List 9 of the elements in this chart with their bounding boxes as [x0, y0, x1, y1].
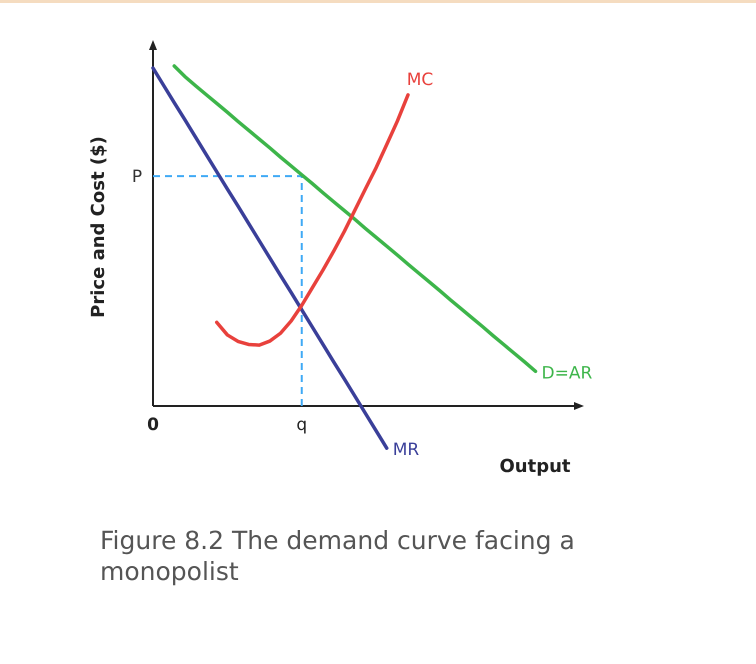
- text: Figure 8.2 The demand curve facing a monopolist: [100, 525, 576, 588]
- x-axis-title: Output: [499, 456, 571, 477]
- series-label: D=AR: [542, 363, 592, 384]
- x-tick-label: 0: [147, 415, 160, 435]
- y-axis-title: Price and Cost ($): [88, 136, 109, 318]
- x-tick-label: q: [296, 415, 308, 435]
- series-label: MR: [392, 440, 420, 460]
- series-label: MC: [406, 70, 434, 90]
- ref-line-label: P: [132, 167, 142, 188]
